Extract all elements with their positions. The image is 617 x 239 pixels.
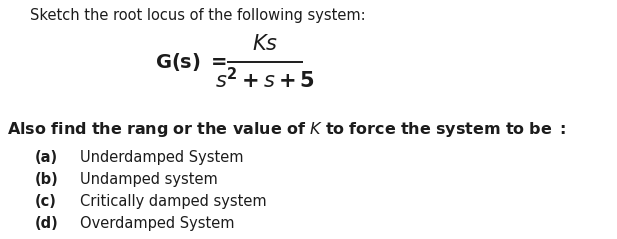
- Text: Undamped system: Undamped system: [80, 172, 218, 187]
- Text: Sketch the root locus of the following system:: Sketch the root locus of the following s…: [30, 8, 366, 23]
- Text: $\mathbf{\mathit{Ks}}$: $\mathbf{\mathit{Ks}}$: [252, 34, 278, 54]
- Text: (a): (a): [35, 150, 58, 165]
- Text: $\mathbf{Also\ find\ the\ rang\ or\ the\ value\ of\ \mathit{K}\ to\ force\ the\ : $\mathbf{Also\ find\ the\ rang\ or\ the\…: [7, 120, 566, 139]
- Text: $\mathbf{G(s)\ =}$: $\mathbf{G(s)\ =}$: [155, 51, 227, 73]
- Text: (d): (d): [35, 216, 59, 231]
- Text: Underdamped System: Underdamped System: [80, 150, 244, 165]
- Text: (b): (b): [35, 172, 59, 187]
- Text: Critically damped system: Critically damped system: [80, 194, 267, 209]
- Text: (c): (c): [35, 194, 57, 209]
- Text: $\mathbf{\mathit{s}^2 + \mathit{s} + 5}$: $\mathbf{\mathit{s}^2 + \mathit{s} + 5}$: [215, 67, 315, 92]
- Text: Overdamped System: Overdamped System: [80, 216, 234, 231]
